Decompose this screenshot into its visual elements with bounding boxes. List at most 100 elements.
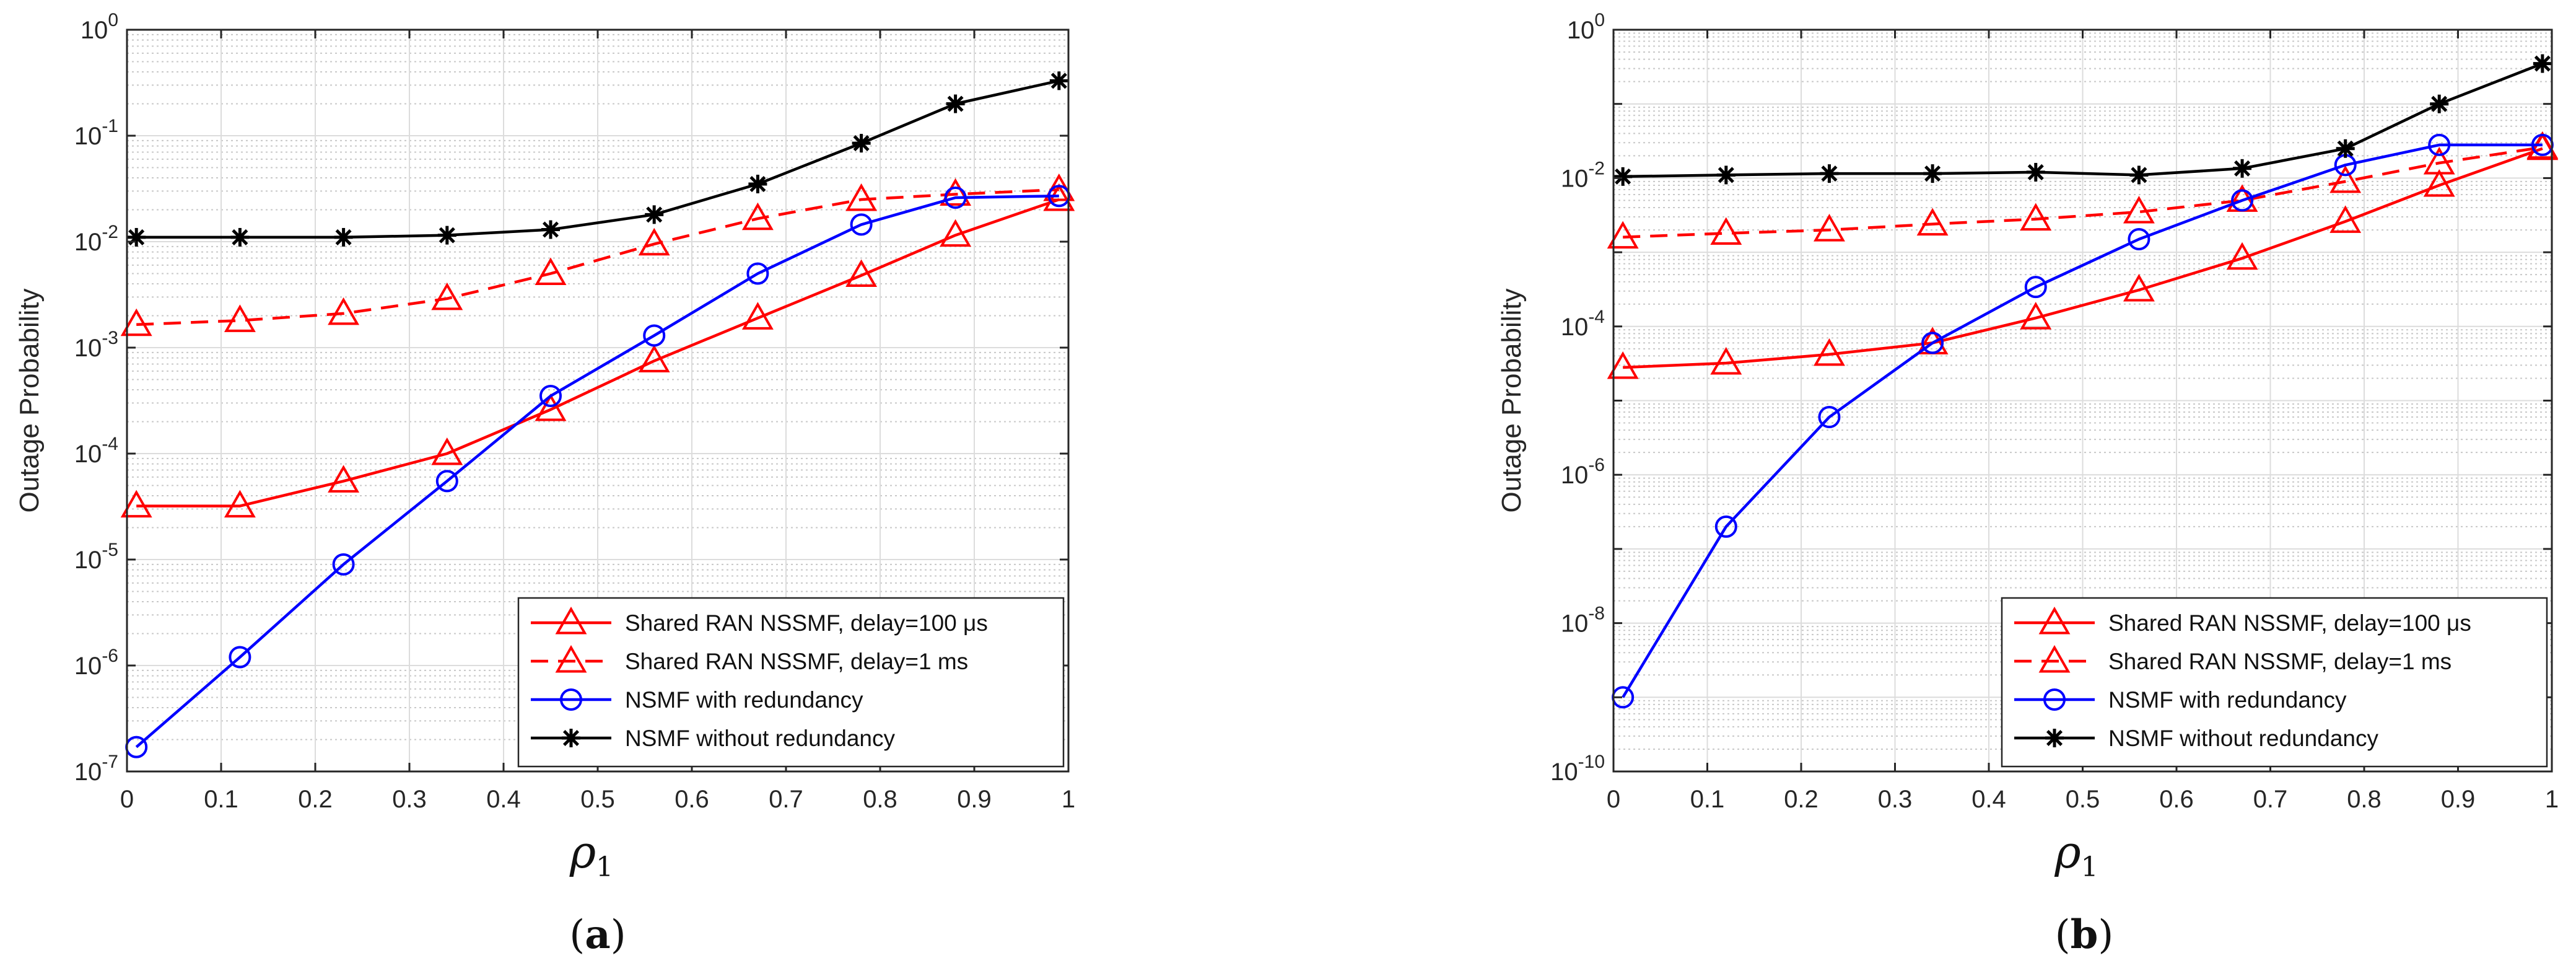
chart-panel-a: 0 0.1 0.2 0.3 0.4 0.5 0.6 0.7 0.8 0.9 110-710-610-… xyxy=(14,10,1075,958)
star-stroke xyxy=(947,95,964,112)
data-point xyxy=(1613,167,1633,186)
data-point xyxy=(328,297,360,325)
y-tick-label: 10-2 xyxy=(74,222,118,256)
data-point xyxy=(1814,214,1845,242)
legend-marker xyxy=(555,644,587,673)
y-tick-label: 10-3 xyxy=(74,328,118,362)
data-point xyxy=(638,227,670,256)
data-point xyxy=(638,345,670,372)
star-stroke xyxy=(1718,167,1734,183)
series-4 xyxy=(1613,54,2552,186)
series-line xyxy=(1623,62,2543,178)
star-stroke xyxy=(335,229,352,245)
x-tick-label: 0.6 xyxy=(675,786,709,813)
data-point xyxy=(1043,183,1075,211)
legend-label: NSMF with redundancy xyxy=(2108,687,2347,713)
data-point xyxy=(940,219,972,247)
data-point xyxy=(437,226,456,245)
legend-item: NSMF without redundancy xyxy=(2014,726,2378,751)
y-tick-label: 100 xyxy=(1567,10,1605,44)
data-point xyxy=(2123,195,2155,224)
data-point xyxy=(643,324,666,347)
series-line xyxy=(136,79,1060,239)
y-tick-label: 10-4 xyxy=(1561,307,1605,341)
legend-marker xyxy=(2045,729,2064,747)
data-point xyxy=(946,94,965,113)
data-point xyxy=(1814,338,1845,366)
star-stroke xyxy=(439,227,455,244)
data-point xyxy=(435,470,458,493)
data-point xyxy=(1710,347,1742,375)
star-stroke xyxy=(2234,160,2251,177)
y-axis: 10-7 10-6 10-5 10-4 10-3 10-2 10-1 100 xyxy=(74,10,1068,786)
series-line xyxy=(136,188,1059,327)
x-tick-label: 0.8 xyxy=(863,786,897,813)
star-stroke xyxy=(853,135,870,152)
star-stroke xyxy=(749,175,766,192)
star-stroke xyxy=(1924,165,1941,182)
series-line xyxy=(1622,143,2543,698)
data-point xyxy=(940,178,972,206)
data-point xyxy=(2129,165,2149,185)
data-point xyxy=(1049,71,1068,90)
data-point xyxy=(645,205,664,224)
series-4 xyxy=(127,71,1068,247)
data-point xyxy=(539,384,562,407)
y-tick-label: 10-1 xyxy=(74,116,118,150)
star-stroke xyxy=(646,206,663,223)
y-tick-label: 10-10 xyxy=(1550,752,1605,786)
star-stroke xyxy=(2027,164,2044,180)
legend-marker xyxy=(560,688,582,711)
legend-item: Shared RAN NSSMF, delay=1 ms xyxy=(2014,644,2452,674)
star-stroke xyxy=(1615,168,1631,185)
star-stroke xyxy=(2337,140,2354,157)
data-point xyxy=(2423,169,2455,197)
x-tick-label: 0.7 xyxy=(769,786,803,813)
data-point xyxy=(332,553,355,576)
series-3 xyxy=(125,185,1070,758)
data-point xyxy=(2428,133,2451,156)
star-stroke xyxy=(2046,729,2063,747)
star-stroke xyxy=(2534,55,2551,72)
data-point xyxy=(741,202,774,231)
panel-caption: (a) xyxy=(569,912,626,958)
data-point xyxy=(845,259,878,288)
data-point xyxy=(2533,54,2552,73)
legend: Shared RAN NSSMF, delay=100 μs Shared RAN… xyxy=(2001,597,2548,768)
y-tick-label: 10-5 xyxy=(74,540,118,574)
x-tick-label: 0.6 xyxy=(2159,786,2194,813)
data-point xyxy=(1710,217,1742,245)
x-tick-label: 0.1 xyxy=(204,786,238,813)
data-point xyxy=(1820,164,1839,183)
data-point xyxy=(944,187,967,209)
star-stroke xyxy=(232,229,248,245)
legend-item: NSMF without redundancy xyxy=(531,726,895,751)
x-axis: 0 0.1 0.2 0.3 0.4 0.5 0.6 0.7 0.8 0.9 1 xyxy=(1607,30,2559,813)
data-point xyxy=(127,227,146,247)
legend-marker xyxy=(555,606,587,635)
data-point xyxy=(224,304,256,332)
data-point xyxy=(2226,242,2258,270)
data-point xyxy=(2329,205,2362,233)
data-point xyxy=(2128,228,2150,251)
x-tick-label: 0 xyxy=(120,786,134,813)
y-tick-label: 10-6 xyxy=(1561,455,1605,489)
data-point xyxy=(1818,406,1841,429)
panel-caption: (b) xyxy=(2055,912,2114,958)
data-point xyxy=(2329,165,2362,193)
x-axis-label: ρ1 xyxy=(569,826,613,883)
x-tick-label: 0.9 xyxy=(2441,786,2476,813)
x-tick-label: 1 xyxy=(1062,786,1075,813)
data-point xyxy=(1714,515,1737,538)
data-point xyxy=(2336,139,2355,158)
x-tick-label: 0.5 xyxy=(580,786,615,813)
data-point xyxy=(746,262,769,285)
data-point xyxy=(748,174,767,193)
y-tick-label: 100 xyxy=(81,10,118,44)
data-point xyxy=(334,227,353,247)
x-tick-label: 0.4 xyxy=(1971,786,2006,813)
y-tick-label: 10-2 xyxy=(1561,158,1605,192)
data-point xyxy=(230,227,250,247)
legend-label: NSMF with redundancy xyxy=(625,687,863,713)
